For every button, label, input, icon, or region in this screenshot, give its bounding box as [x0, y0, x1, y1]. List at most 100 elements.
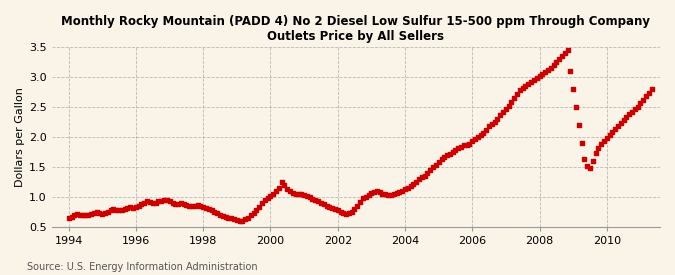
- Point: [481, 128, 491, 132]
- Point: [377, 191, 388, 196]
- Point: [534, 74, 545, 78]
- Point: [313, 199, 323, 204]
- Point: [495, 113, 506, 118]
- Point: [635, 101, 646, 106]
- Point: [355, 200, 366, 204]
- Point: [329, 207, 340, 211]
- Point: [190, 204, 200, 208]
- Point: [91, 210, 102, 214]
- Point: [344, 211, 354, 216]
- Point: [504, 104, 514, 108]
- Point: [310, 198, 321, 202]
- Point: [458, 143, 469, 148]
- Point: [397, 188, 408, 193]
- Point: [632, 105, 643, 109]
- Point: [63, 216, 74, 220]
- Point: [113, 208, 124, 213]
- Point: [217, 214, 228, 218]
- Point: [324, 205, 335, 209]
- Point: [472, 135, 483, 139]
- Point: [587, 159, 598, 163]
- Point: [184, 204, 194, 208]
- Point: [161, 198, 172, 202]
- Point: [200, 206, 211, 210]
- Point: [599, 139, 610, 144]
- Point: [296, 192, 306, 196]
- Point: [593, 146, 604, 150]
- Point: [262, 196, 273, 200]
- Point: [582, 164, 593, 168]
- Point: [288, 191, 298, 195]
- Point: [181, 203, 192, 207]
- Point: [341, 212, 352, 216]
- Point: [604, 133, 615, 138]
- Point: [419, 173, 430, 178]
- Point: [142, 199, 153, 204]
- Point: [195, 204, 206, 208]
- Point: [573, 123, 584, 127]
- Point: [130, 205, 141, 210]
- Point: [626, 110, 637, 114]
- Point: [405, 184, 416, 189]
- Point: [136, 202, 147, 207]
- Point: [461, 143, 472, 147]
- Point: [414, 177, 425, 181]
- Point: [282, 186, 293, 191]
- Point: [428, 165, 439, 169]
- Point: [72, 212, 82, 216]
- Point: [147, 201, 158, 205]
- Point: [616, 121, 626, 125]
- Point: [470, 137, 481, 141]
- Point: [77, 213, 88, 218]
- Point: [338, 211, 348, 215]
- Point: [69, 213, 80, 218]
- Point: [489, 120, 500, 124]
- Point: [391, 191, 402, 195]
- Point: [369, 189, 379, 194]
- Point: [229, 217, 240, 221]
- Point: [402, 186, 413, 190]
- Point: [321, 204, 332, 208]
- Text: Source: U.S. Energy Information Administration: Source: U.S. Energy Information Administ…: [27, 262, 258, 272]
- Point: [523, 82, 534, 86]
- Point: [164, 199, 175, 204]
- Point: [607, 130, 618, 134]
- Point: [529, 78, 539, 82]
- Point: [548, 63, 559, 67]
- Point: [176, 201, 186, 205]
- Point: [411, 179, 422, 184]
- Point: [375, 190, 385, 195]
- Point: [173, 202, 184, 206]
- Point: [276, 180, 287, 184]
- Point: [290, 191, 301, 196]
- Point: [66, 215, 77, 219]
- Point: [226, 216, 237, 220]
- Point: [215, 212, 225, 217]
- Point: [621, 115, 632, 119]
- Point: [299, 192, 310, 197]
- Point: [285, 189, 296, 193]
- Point: [139, 200, 150, 205]
- Point: [265, 194, 276, 198]
- Point: [501, 107, 512, 111]
- Point: [638, 98, 649, 102]
- Point: [97, 212, 108, 216]
- Point: [186, 204, 197, 208]
- Point: [630, 107, 641, 112]
- Point: [349, 207, 360, 211]
- Point: [237, 218, 248, 223]
- Point: [363, 192, 374, 197]
- Point: [268, 191, 279, 196]
- Point: [150, 200, 161, 205]
- Point: [119, 207, 130, 211]
- Point: [178, 202, 189, 207]
- Point: [192, 203, 203, 207]
- Point: [144, 200, 155, 204]
- Point: [358, 196, 369, 200]
- Point: [422, 171, 433, 175]
- Point: [570, 105, 581, 109]
- Point: [203, 207, 214, 211]
- Point: [478, 131, 489, 135]
- Point: [624, 112, 634, 116]
- Point: [352, 204, 362, 208]
